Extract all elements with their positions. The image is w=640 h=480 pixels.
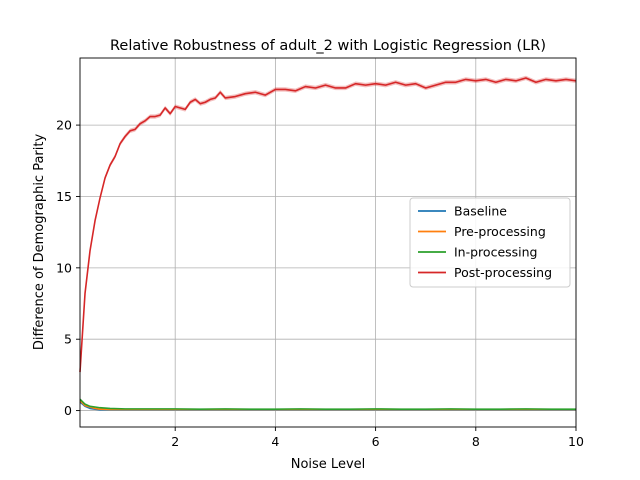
- axes: 2 4 6 8 10 0 5 10 15 20: [56, 57, 584, 449]
- x-tick-label: 2: [171, 434, 179, 449]
- legend-label: Pre-processing: [454, 224, 546, 239]
- y-tick-label: 20: [56, 118, 72, 133]
- legend: Baseline Pre-processing In-processing Post-…: [409, 197, 571, 288]
- series-line: [79, 77, 577, 373]
- y-axis-label: Difference of Demographic Parity: [32, 134, 47, 351]
- x-tick-label: 4: [271, 434, 279, 449]
- x-tick-label: 6: [372, 434, 380, 449]
- series-line: [79, 398, 576, 410]
- chart-title: Relative Robustness of adult_2 with Logi…: [110, 38, 546, 54]
- legend-label: In-processing: [454, 245, 537, 260]
- y-tick-label: 5: [64, 332, 72, 347]
- plot-frame: [79, 57, 577, 428]
- y-tick-label: 15: [56, 189, 72, 204]
- series-layer: [79, 75, 577, 411]
- y-tick-label: 10: [56, 260, 72, 275]
- legend-label: Baseline: [454, 204, 507, 219]
- y-tick-label: 0: [64, 403, 72, 418]
- x-axis-label: Noise Level: [291, 457, 366, 472]
- legend-box: [409, 197, 571, 288]
- x-tick-label: 10: [568, 434, 584, 449]
- legend-label: Post-processing: [454, 265, 552, 280]
- x-tick-label: 8: [472, 434, 480, 449]
